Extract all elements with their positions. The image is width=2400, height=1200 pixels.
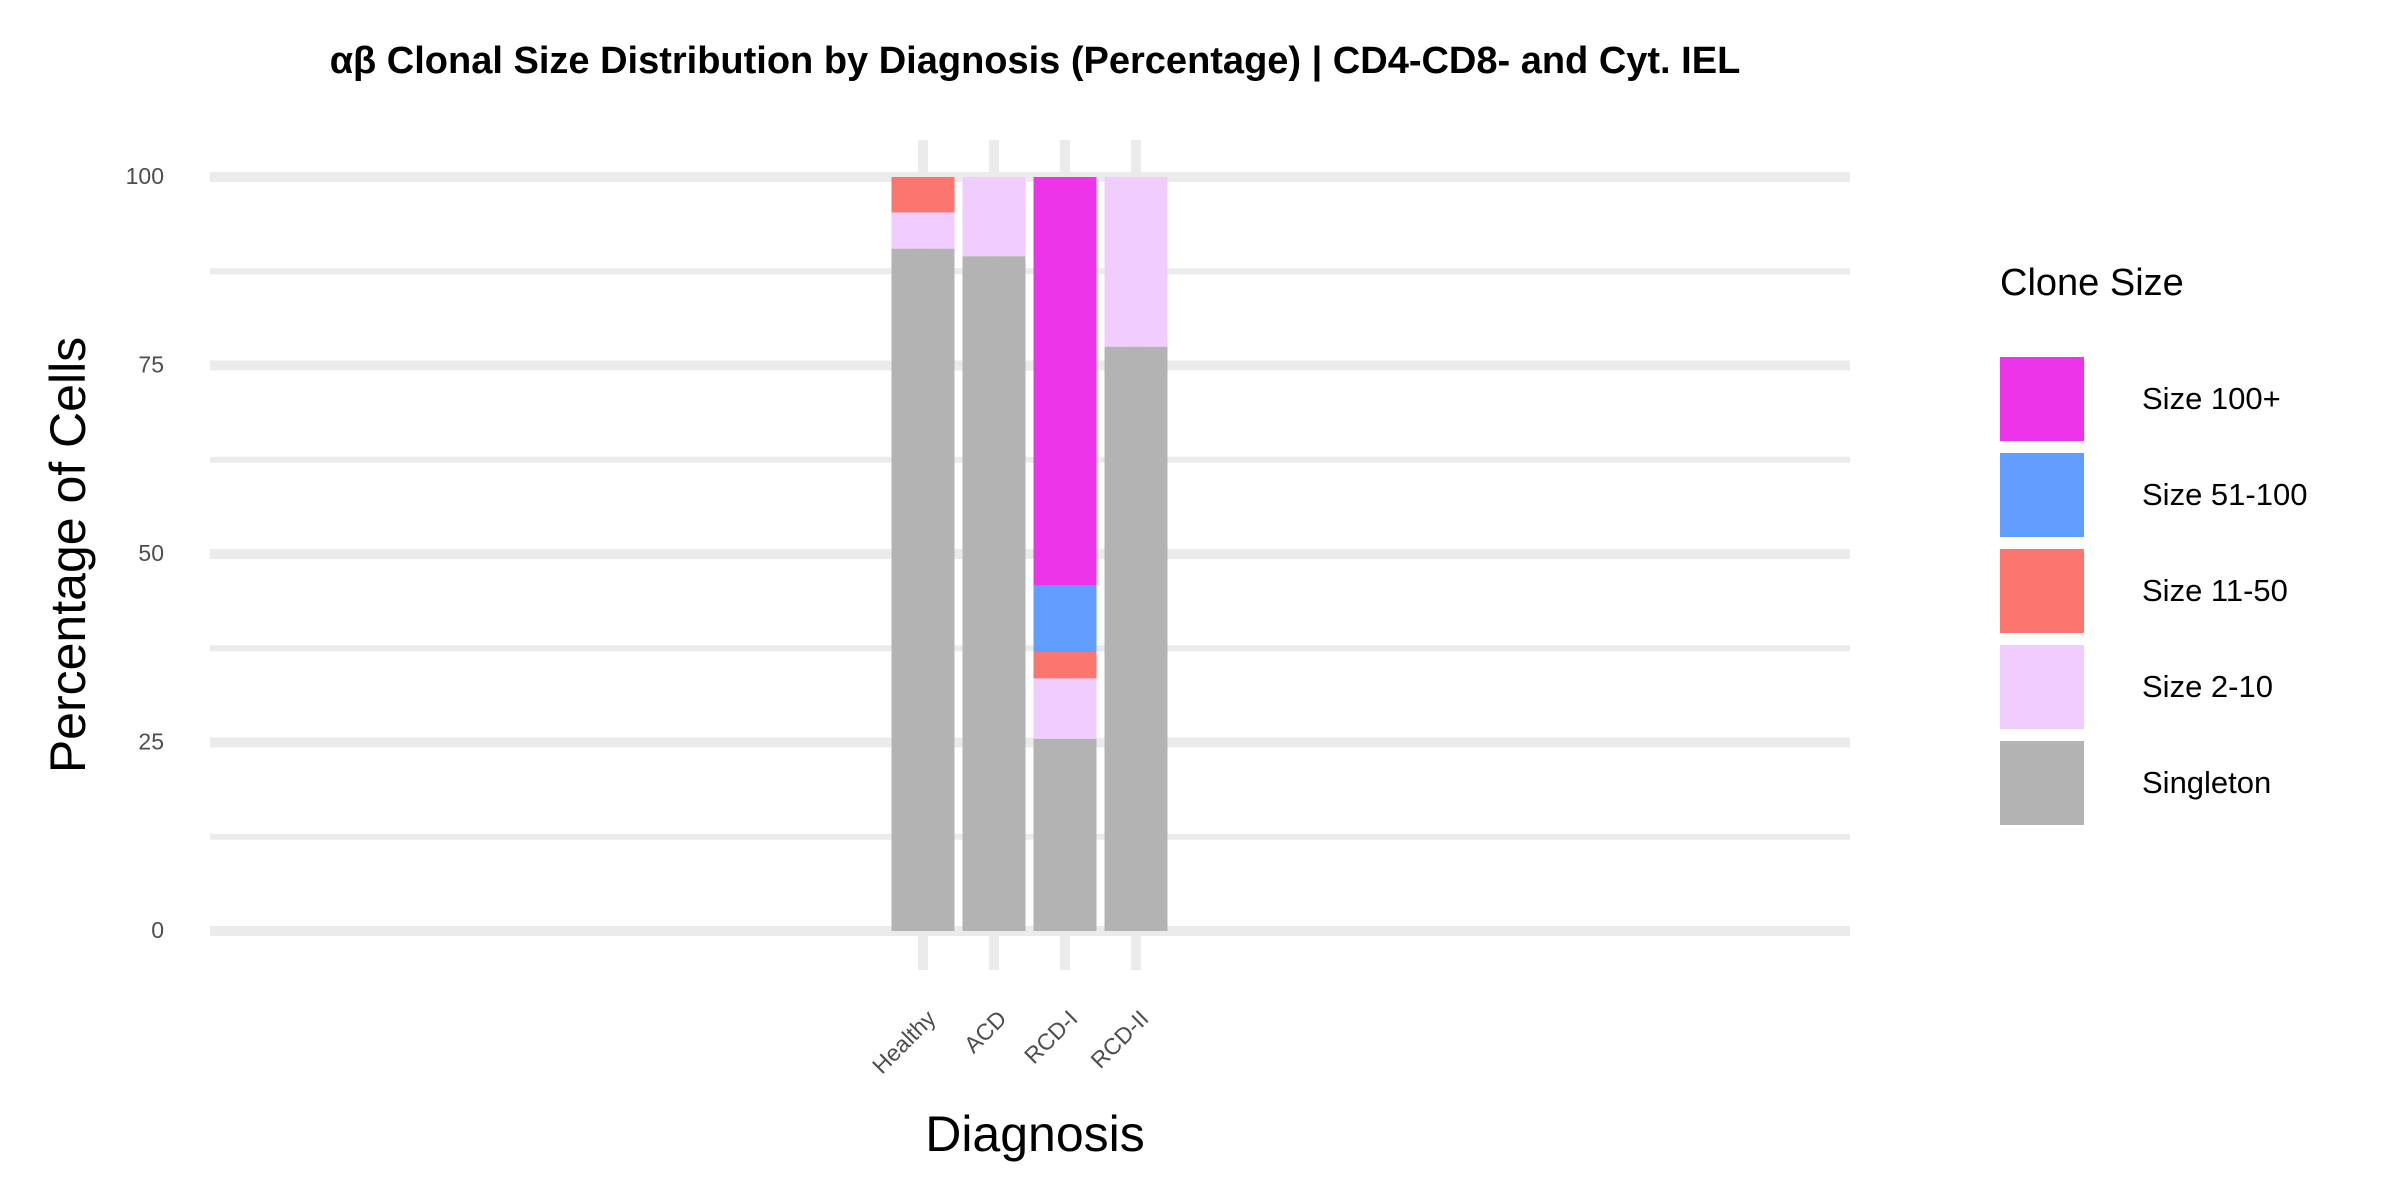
x-tick-label: RCD-I	[1019, 1005, 1083, 1069]
bar-segment-size-2-10	[1033, 678, 1097, 739]
bar-segment-size-2-10	[962, 177, 1026, 257]
x-tick-label: RCD-II	[1085, 1005, 1153, 1073]
bars-layer	[891, 177, 1168, 931]
grid-layer	[210, 140, 1850, 970]
legend-item: Size 11-50	[2000, 543, 2380, 639]
x-axis-label: Diagnosis	[925, 1106, 1145, 1162]
bar-segment-size-2-10	[1104, 177, 1168, 347]
legend: Clone Size Size 100+ Size 51-100 Size 11-5…	[2000, 262, 2380, 831]
legend-label: Singleton	[2142, 765, 2272, 800]
legend-item: Size 2-10	[2000, 639, 2380, 735]
x-tick-label: ACD	[959, 1005, 1012, 1058]
chart-title: αβ Clonal Size Distribution by Diagnosis…	[329, 40, 1741, 82]
bar-segment-singleton	[1104, 346, 1168, 931]
x-tick-label: Healthy	[867, 1005, 941, 1079]
bar-segment-size-100-	[1033, 177, 1097, 586]
bar-segment-size-11-50	[1033, 652, 1097, 679]
legend-label: Size 11-50	[2142, 573, 2288, 608]
bar-segment-size-51-100	[1033, 585, 1097, 653]
legend-items: Size 100+ Size 51-100 Size 11-50 Size 2-10 S…	[2000, 351, 2380, 831]
bar-segment-singleton	[891, 248, 955, 931]
legend-swatch	[2000, 549, 2084, 633]
bar-segment-singleton	[1033, 738, 1097, 931]
bar-segment-size-2-10	[891, 212, 955, 249]
legend-item: Size 100+	[2000, 351, 2380, 447]
y-tick-label: 50	[138, 540, 164, 566]
legend-swatch	[2000, 645, 2084, 729]
legend-swatch	[2000, 741, 2084, 825]
legend-swatch	[2000, 453, 2084, 537]
y-tick-label: 100	[126, 163, 164, 189]
legend-title: Clone Size	[2000, 262, 2184, 304]
bar-segment-singleton	[962, 256, 1026, 931]
legend-label: Size 100+	[2142, 381, 2281, 416]
y-tick-label: 75	[138, 352, 164, 378]
legend-label: Size 51-100	[2142, 477, 2308, 512]
y-tick-label: 25	[138, 729, 164, 755]
y-tick-label: 0	[151, 917, 164, 943]
legend-item: Singleton	[2000, 735, 2380, 831]
legend-item: Size 51-100	[2000, 447, 2380, 543]
bar-segment-size-11-50	[891, 177, 955, 213]
legend-label: Size 2-10	[2142, 669, 2273, 704]
legend-swatch	[2000, 357, 2084, 441]
